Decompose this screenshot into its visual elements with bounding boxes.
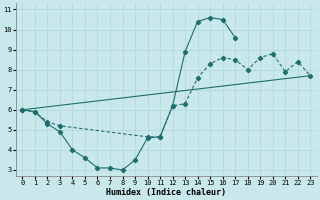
X-axis label: Humidex (Indice chaleur): Humidex (Indice chaleur) bbox=[106, 188, 226, 197]
